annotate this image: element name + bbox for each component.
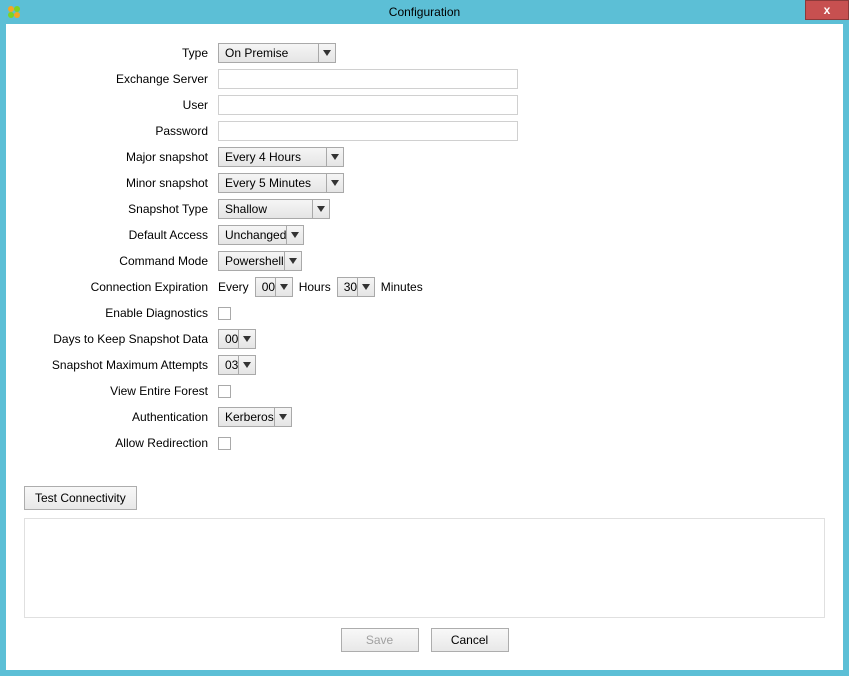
default-access-select[interactable]: Unchanged	[218, 225, 304, 245]
user-label: User	[24, 98, 218, 112]
authentication-select[interactable]: Kerberos	[218, 407, 292, 427]
chevron-down-icon	[276, 278, 292, 296]
enable-diagnostics-checkbox[interactable]	[218, 307, 231, 320]
output-textarea[interactable]	[24, 518, 825, 618]
minor-snapshot-label: Minor snapshot	[24, 176, 218, 190]
snapshot-type-value: Shallow	[219, 200, 313, 218]
chevron-down-icon	[239, 356, 255, 374]
chevron-down-icon	[327, 148, 343, 166]
view-forest-checkbox[interactable]	[218, 385, 231, 398]
type-value: On Premise	[219, 44, 319, 62]
snapshot-type-select[interactable]: Shallow	[218, 199, 330, 219]
close-button[interactable]: x	[805, 0, 849, 20]
minor-snapshot-value: Every 5 Minutes	[219, 174, 327, 192]
snapshot-type-label: Snapshot Type	[24, 202, 218, 216]
max-attempts-value: 03	[219, 356, 239, 374]
conn-hours-value: 00	[256, 278, 276, 296]
window-title: Configuration	[0, 5, 849, 19]
days-keep-select[interactable]: 00	[218, 329, 256, 349]
chevron-down-icon	[275, 408, 291, 426]
major-snapshot-value: Every 4 Hours	[219, 148, 327, 166]
exchange-server-label: Exchange Server	[24, 72, 218, 86]
type-label: Type	[24, 46, 218, 60]
chevron-down-icon	[239, 330, 255, 348]
command-mode-select[interactable]: Powershell	[218, 251, 302, 271]
connection-expiration-label: Connection Expiration	[24, 280, 218, 294]
minutes-text: Minutes	[381, 280, 423, 294]
chevron-down-icon	[358, 278, 374, 296]
view-forest-label: View Entire Forest	[24, 384, 218, 398]
conn-hours-select[interactable]: 00	[255, 277, 293, 297]
max-attempts-label: Snapshot Maximum Attempts	[24, 358, 218, 372]
conn-minutes-select[interactable]: 30	[337, 277, 375, 297]
chevron-down-icon	[287, 226, 303, 244]
conn-minutes-value: 30	[338, 278, 358, 296]
close-icon: x	[824, 3, 831, 17]
default-access-value: Unchanged	[219, 226, 287, 244]
allow-redirection-checkbox[interactable]	[218, 437, 231, 450]
cancel-button[interactable]: Cancel	[431, 628, 509, 652]
max-attempts-select[interactable]: 03	[218, 355, 256, 375]
app-icon	[6, 4, 22, 20]
exchange-server-input[interactable]	[218, 69, 518, 89]
minor-snapshot-select[interactable]: Every 5 Minutes	[218, 173, 344, 193]
command-mode-label: Command Mode	[24, 254, 218, 268]
hours-text: Hours	[299, 280, 331, 294]
window-body: Type On Premise Exchange Server User Pas…	[6, 24, 843, 670]
chevron-down-icon	[319, 44, 335, 62]
save-button[interactable]: Save	[341, 628, 419, 652]
allow-redirection-label: Allow Redirection	[24, 436, 218, 450]
titlebar: Configuration x	[0, 0, 849, 24]
major-snapshot-select[interactable]: Every 4 Hours	[218, 147, 344, 167]
chevron-down-icon	[313, 200, 329, 218]
default-access-label: Default Access	[24, 228, 218, 242]
test-connectivity-button[interactable]: Test Connectivity	[24, 486, 137, 510]
chevron-down-icon	[327, 174, 343, 192]
every-text: Every	[218, 280, 249, 294]
authentication-label: Authentication	[24, 410, 218, 424]
enable-diagnostics-label: Enable Diagnostics	[24, 306, 218, 320]
password-label: Password	[24, 124, 218, 138]
type-select[interactable]: On Premise	[218, 43, 336, 63]
password-input[interactable]	[218, 121, 518, 141]
user-input[interactable]	[218, 95, 518, 115]
major-snapshot-label: Major snapshot	[24, 150, 218, 164]
command-mode-value: Powershell	[219, 252, 285, 270]
days-keep-label: Days to Keep Snapshot Data	[24, 332, 218, 346]
chevron-down-icon	[285, 252, 301, 270]
days-keep-value: 00	[219, 330, 239, 348]
dialog-buttons: Save Cancel	[6, 628, 843, 652]
authentication-value: Kerberos	[219, 408, 275, 426]
